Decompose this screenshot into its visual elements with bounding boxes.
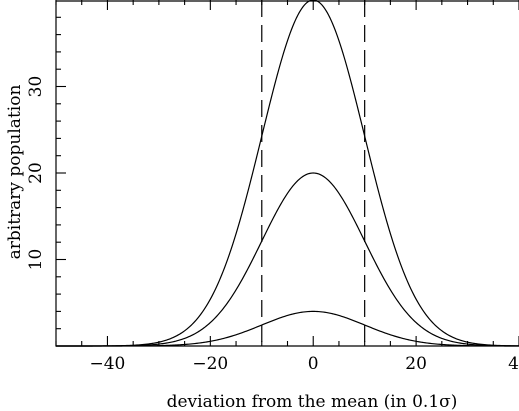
x-axis-ticks xyxy=(55,0,519,346)
y-tick-label-1: 20 xyxy=(26,162,46,184)
y-axis-ticks xyxy=(56,16,66,330)
y-tick-label-0: 10 xyxy=(26,249,46,271)
y-axis-label: arbitrary population xyxy=(5,85,25,260)
y-axis-tick-labels: 10 20 30 xyxy=(26,76,46,271)
x-tick-label-1: −20 xyxy=(192,354,228,374)
x-tick-label-3: 20 xyxy=(405,354,427,374)
series-line-0 xyxy=(56,0,519,347)
y-tick-label-2: 30 xyxy=(26,76,46,98)
x-tick-label-0: −40 xyxy=(89,354,125,374)
x-tick-label-4: 40 xyxy=(508,354,519,374)
reference-lines xyxy=(261,0,366,346)
x-axis-tick-labels: −40 −20 0 20 40 xyxy=(89,354,519,374)
x-tick-label-2: 0 xyxy=(308,354,319,374)
series-line-1 xyxy=(56,172,519,347)
plot-area xyxy=(55,0,519,347)
plot-frame xyxy=(55,0,519,347)
series-line-2 xyxy=(56,310,519,347)
x-axis-label: deviation from the mean (in 0.1σ) xyxy=(167,392,458,411)
curves xyxy=(56,0,519,347)
